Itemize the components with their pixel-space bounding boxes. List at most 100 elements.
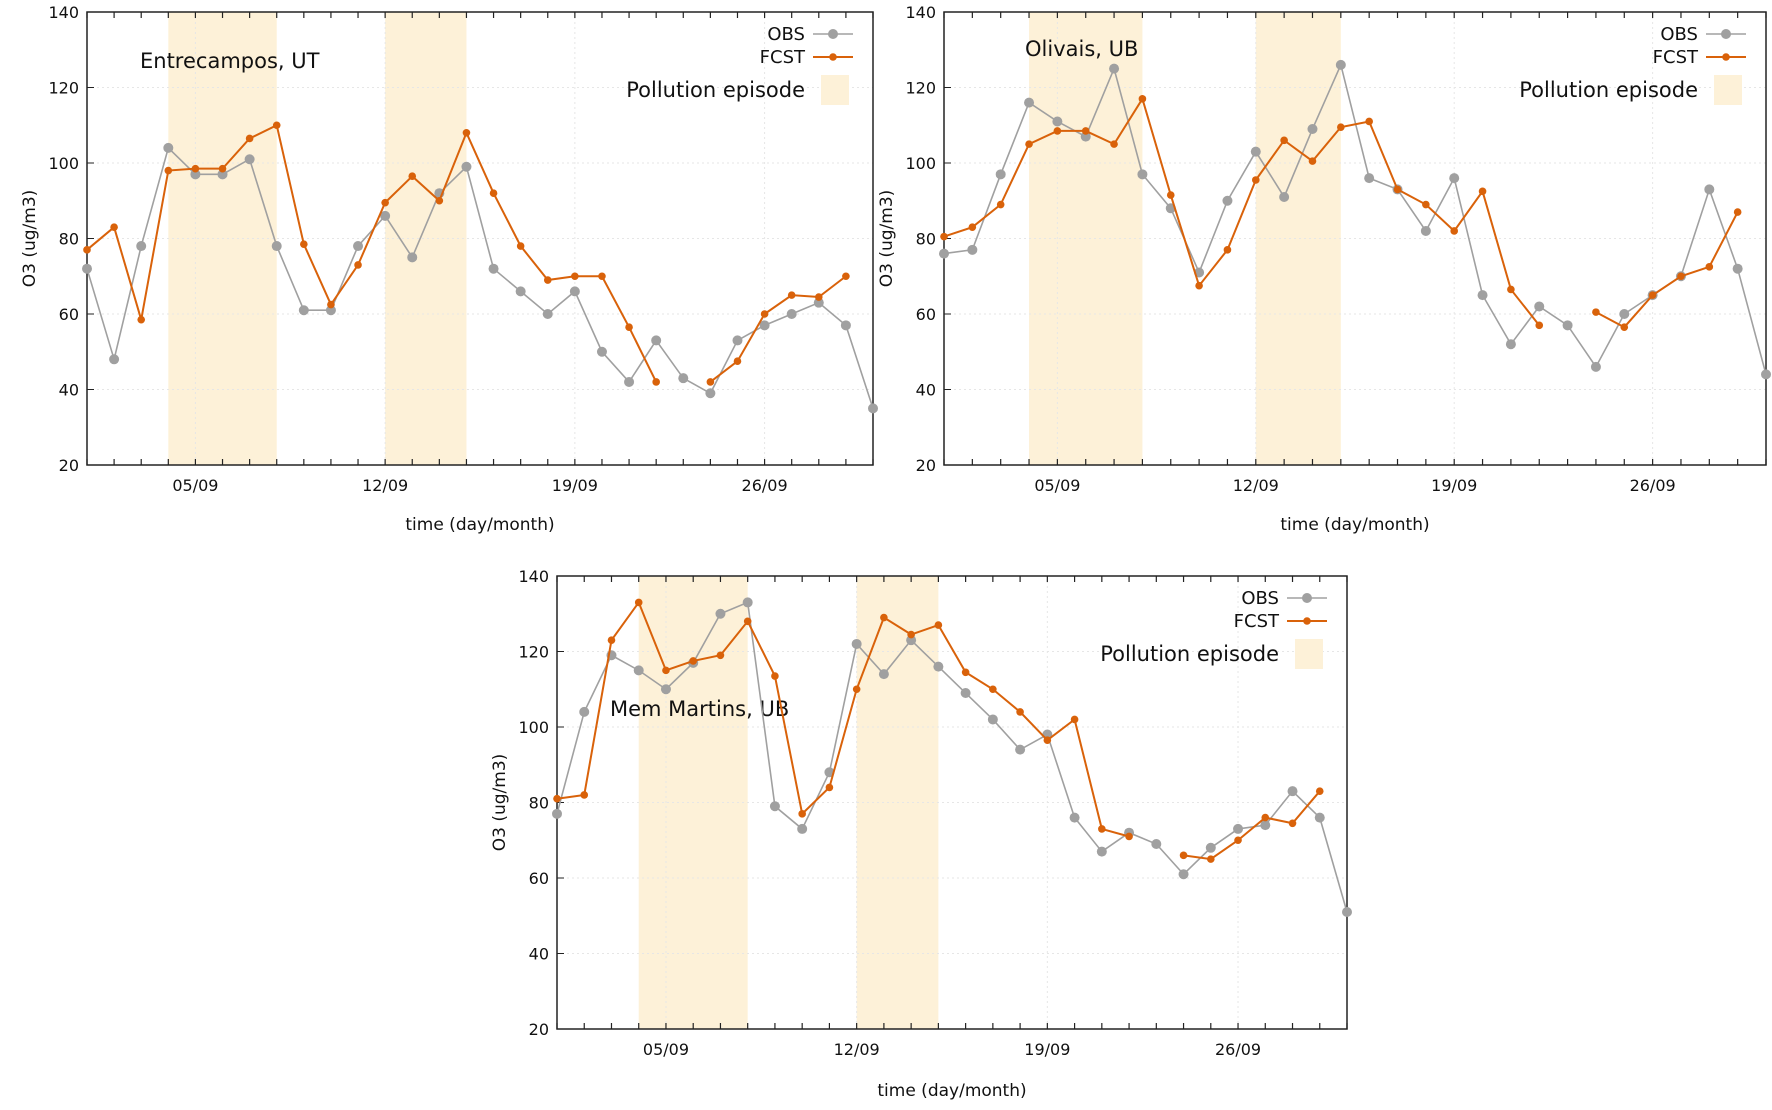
legend-obs-marker (828, 29, 838, 39)
obs-point (1178, 869, 1189, 880)
fcst-point (1677, 272, 1685, 281)
fcst-point (907, 630, 915, 639)
obs-point (1420, 225, 1431, 236)
obs-point (488, 263, 499, 274)
fcst-point (218, 164, 227, 173)
fcst-line (556, 600, 1130, 838)
obs-point (769, 801, 780, 812)
fcst-point (580, 791, 589, 799)
fcst-point (1025, 140, 1033, 148)
fcst-point (381, 198, 389, 207)
obs-point (163, 142, 174, 153)
obs-point (1619, 309, 1630, 319)
y-tick-label: 20 (916, 456, 936, 475)
y-axis-label: O3 (ug/m3) (490, 754, 510, 852)
fcst-point (1705, 263, 1714, 271)
fcst-point (961, 668, 970, 677)
fcst-point (771, 672, 779, 680)
fcst-point (968, 223, 977, 231)
obs-point (1590, 361, 1601, 372)
obs-point (1732, 263, 1743, 274)
obs-point (82, 263, 92, 274)
y-tick-label: 60 (529, 869, 549, 888)
obs-point (1534, 301, 1545, 312)
fcst-point (191, 164, 200, 173)
fcst-point (1234, 836, 1242, 845)
fcst-point (354, 261, 362, 269)
fcst-line (709, 275, 847, 383)
y-tick-label: 20 (529, 1020, 549, 1039)
x-tick-label: 26/09 (1630, 476, 1676, 495)
obs-point (1562, 320, 1573, 331)
fcst-point (1648, 291, 1657, 299)
obs-point (1307, 124, 1318, 135)
obs-point (1477, 290, 1488, 301)
obs-point (1109, 63, 1120, 74)
obs-point (868, 403, 878, 414)
obs-point (579, 706, 590, 717)
fcst-point (300, 240, 308, 248)
obs-point (1260, 820, 1271, 831)
obs-point (1761, 369, 1771, 380)
station-title: Olivais, UB (1025, 37, 1138, 61)
obs-point (1335, 59, 1346, 70)
obs-point (596, 346, 607, 357)
fcst-point (1337, 123, 1345, 131)
legend-obs-label: OBS (1241, 588, 1279, 609)
station-title: Mem Martins, UB (610, 697, 789, 721)
obs-point (851, 638, 862, 649)
chart-panel-2: 20 40 60 80 100 120 140 05/09 12/09 19/09 26/09 tim… (490, 567, 1352, 1101)
obs-point (678, 373, 689, 384)
obs-point (878, 669, 889, 680)
legend-episode-swatch (821, 75, 849, 105)
x-tick-label: 19/09 (1431, 476, 1477, 495)
obs-point (190, 169, 201, 180)
obs-point (1233, 823, 1244, 834)
y-tick-label: 80 (59, 230, 79, 249)
obs-point (407, 252, 418, 263)
x-tick-label: 26/09 (1215, 1040, 1261, 1059)
obs-point (1069, 812, 1080, 823)
fcst-point (989, 685, 997, 694)
obs-point (1449, 173, 1460, 184)
x-tick-label: 12/09 (834, 1040, 880, 1059)
fcst-point (245, 134, 254, 143)
legend-fcst-label: FCST (1234, 611, 1280, 632)
legend-obs-marker (1721, 29, 1731, 39)
pollution-episode-band (1255, 12, 1341, 465)
fcst-point (571, 272, 579, 281)
fcst-point (272, 121, 281, 130)
y-tick-label: 140 (905, 3, 936, 22)
obs-point (651, 335, 662, 346)
fcst-point (1592, 308, 1600, 316)
obs-point (660, 684, 671, 695)
fcst-point (733, 357, 742, 365)
fcst-point (842, 272, 850, 281)
fcst-point (1166, 191, 1175, 199)
obs-line (556, 601, 1348, 913)
obs-point (136, 241, 147, 252)
fcst-point (716, 651, 725, 660)
obs-point (1096, 846, 1107, 857)
obs-point (797, 823, 808, 834)
obs-point (1080, 131, 1091, 142)
obs-point (1505, 339, 1516, 350)
obs-point (840, 320, 851, 331)
obs-point (813, 297, 824, 308)
y-tick-label: 60 (916, 305, 936, 324)
fcst-point (435, 196, 444, 205)
fcst-point (706, 378, 715, 386)
fcst-point (814, 293, 823, 301)
fcst-point (760, 310, 769, 318)
legend-fcst-marker (1303, 617, 1311, 625)
fcst-point (543, 276, 552, 284)
y-tick-label: 40 (529, 945, 549, 964)
x-tick-label: 19/09 (1024, 1040, 1070, 1059)
x-tick-label: 12/09 (362, 476, 408, 495)
fcst-point (598, 272, 606, 281)
obs-point (1287, 786, 1298, 797)
fcst-point (1450, 227, 1459, 235)
fcst-line (1183, 790, 1321, 861)
legend-fcst-label: FCST (760, 47, 806, 68)
obs-point (1205, 842, 1216, 853)
